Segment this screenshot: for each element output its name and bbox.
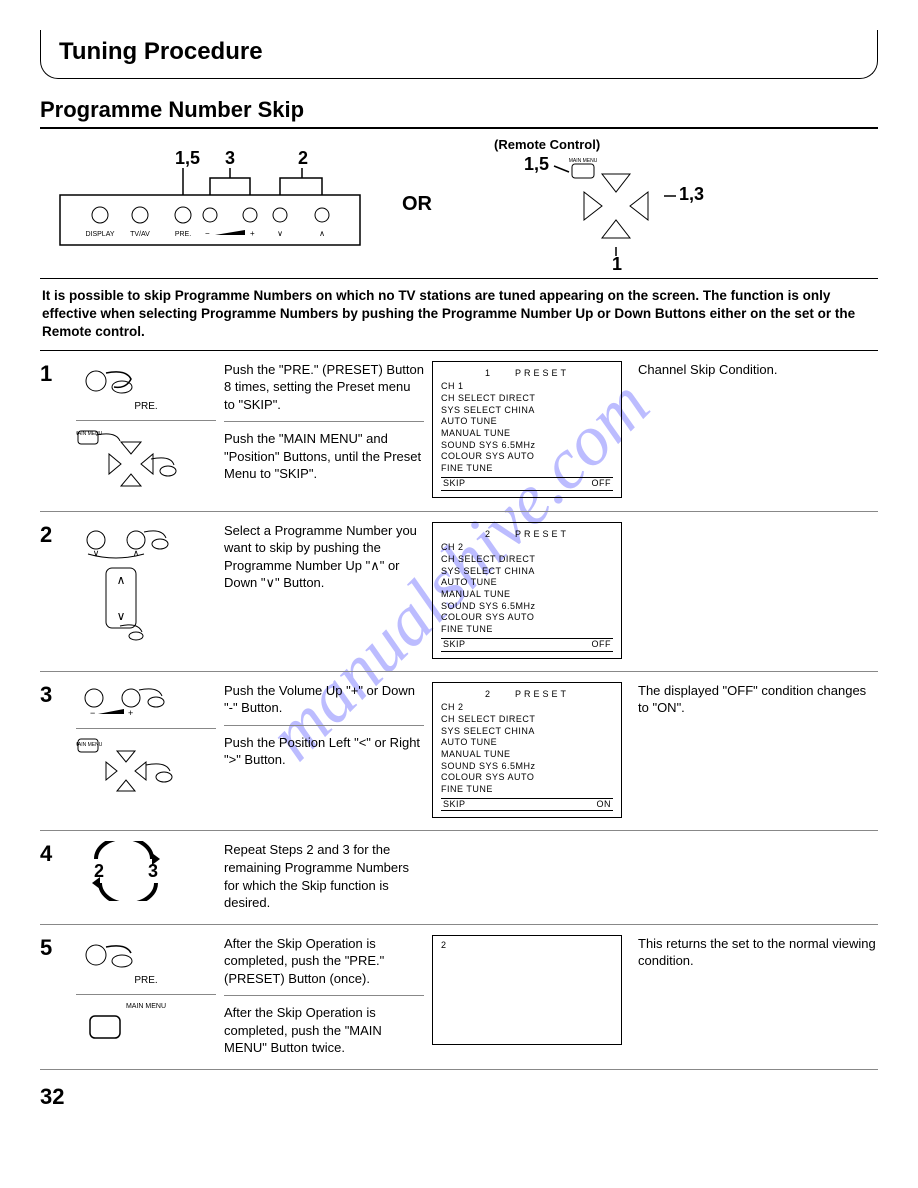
svg-text:2: 2 (94, 861, 104, 881)
osd-screen: 2 PRESET CH 2 CH SELECT DIRECT SYS SELEC… (432, 522, 622, 659)
step-number: 3 (40, 682, 68, 819)
page-title: Tuning Procedure (59, 38, 859, 66)
step-screen-col: 2 (432, 935, 622, 1057)
svg-text:MAIN MENU: MAIN MENU (76, 431, 103, 437)
cycle-icon: 2 3 (76, 841, 176, 901)
or-label: OR (402, 193, 432, 216)
remote-header: (Remote Control) (494, 137, 878, 152)
step-desc: This returns the set to the normal viewi… (630, 935, 878, 1057)
step-screen-col: 2 PRESET CH 2 CH SELECT DIRECT SYS SELEC… (432, 522, 622, 659)
icon-label-2: MAIN MENU (76, 1003, 216, 1010)
step-3: 3 − + MAIN MENU (40, 672, 878, 832)
press-button-icon (76, 361, 156, 401)
title-box: Tuning Procedure (40, 30, 878, 79)
page-content: Tuning Procedure Programme Number Skip 1… (40, 30, 878, 1110)
section-title: Programme Number Skip (40, 97, 878, 129)
svg-text:MAIN MENU: MAIN MENU (569, 158, 598, 164)
step-text: Select a Programme Number you want to sk… (224, 522, 424, 592)
icon-label: PRE. (76, 975, 216, 986)
step-text-alt: Push the Position Left "<" or Right ">" … (224, 725, 424, 769)
step-text-col: Push the Volume Up "+" or Down "-" Butto… (224, 682, 424, 819)
step-text: Push the Volume Up "+" or Down "-" Butto… (224, 682, 424, 717)
step-1: 1 PRE. MAIN MENU (40, 351, 878, 512)
svg-text:TV/AV: TV/AV (130, 231, 150, 238)
svg-text:∧: ∧ (319, 229, 325, 238)
menu-button-icon (76, 1010, 136, 1046)
svg-text:MAIN MENU: MAIN MENU (76, 742, 103, 748)
press-button-icon (76, 935, 156, 975)
blank-osd-screen: 2 (432, 935, 622, 1045)
intro-text: It is possible to skip Programme Numbers… (40, 279, 878, 351)
step-text-col: Select a Programme Number you want to sk… (224, 522, 424, 659)
step-number: 5 (40, 935, 68, 1057)
step-text-alt: After the Skip Operation is completed, p… (224, 995, 424, 1057)
step-text-col: After the Skip Operation is completed, p… (224, 935, 424, 1057)
svg-text:∧: ∧ (117, 573, 126, 587)
diagram-row: 1,5 3 2 DISPLAY TV/AV (40, 137, 878, 279)
icon-label: PRE. (76, 401, 216, 412)
step-icon-col: PRE. MAIN MENU (76, 935, 216, 1057)
svg-text:+: + (128, 708, 133, 718)
volume-buttons-icon: − + (76, 682, 186, 720)
step-text: Push the "PRE." (PRESET) Button 8 times,… (224, 361, 424, 414)
osd-screen: 1 PRESET CH 1 CH SELECT DIRECT SYS SELEC… (432, 361, 622, 498)
step-text-col: Repeat Steps 2 and 3 for the remaining P… (224, 841, 424, 911)
step-number: 1 (40, 361, 68, 499)
remote-diagram: (Remote Control) 1,5 1,3 1 MAIN MENU (454, 137, 878, 272)
step-text-alt: Push the "MAIN MENU" and "Position" Butt… (224, 421, 424, 483)
step-icon-col: − + MAIN MENU (76, 682, 216, 819)
step-screen-col: 1 PRESET CH 1 CH SELECT DIRECT SYS SELEC… (432, 361, 622, 499)
step-number: 4 (40, 841, 68, 911)
step-5: 5 PRE. MAIN MENU After the Skip Operatio… (40, 925, 878, 1070)
callout: 3 (225, 150, 235, 168)
svg-text:−: − (205, 229, 210, 238)
page-number: 32 (40, 1084, 878, 1110)
step-icon-col: ∨ ∧ ∧ ∨ (76, 522, 216, 659)
step-number: 2 (40, 522, 68, 659)
step-screen-col: 2 PRESET CH 2 CH SELECT DIRECT SYS SELEC… (432, 682, 622, 819)
svg-text:PRE.: PRE. (175, 231, 191, 238)
step-4: 4 2 3 Repeat Steps 2 and 3 for the remai… (40, 831, 878, 924)
step-text: After the Skip Operation is completed, p… (224, 935, 424, 988)
svg-text:1,5: 1,5 (524, 154, 549, 174)
svg-text:1: 1 (612, 254, 622, 272)
tv-panel-diagram: 1,5 3 2 DISPLAY TV/AV (40, 150, 380, 260)
step-text: Repeat Steps 2 and 3 for the remaining P… (224, 841, 424, 911)
step-2: 2 ∨ ∧ ∧ ∨ Select a Programme Number you … (40, 512, 878, 672)
svg-text:DISPLAY: DISPLAY (85, 231, 114, 238)
step-desc: The displayed "OFF" condition changes to… (630, 682, 878, 819)
step-icon-col: PRE. MAIN MENU (76, 361, 216, 499)
step-desc (630, 522, 878, 659)
dpad-leftright-icon: MAIN MENU (76, 737, 186, 797)
svg-text:∨: ∨ (117, 609, 126, 623)
svg-text:∨: ∨ (277, 229, 283, 238)
updown-remote-icon: ∨ ∧ ∧ ∨ (76, 522, 196, 642)
osd-screen: 2 PRESET CH 2 CH SELECT DIRECT SYS SELEC… (432, 682, 622, 819)
svg-text:3: 3 (148, 861, 158, 881)
dpad-press-icon: MAIN MENU (76, 429, 186, 499)
svg-text:−: − (90, 708, 95, 718)
callout: 1,5 (175, 150, 200, 168)
svg-text:1,3: 1,3 (679, 184, 704, 204)
svg-text:+: + (250, 229, 255, 238)
step-icon-col: 2 3 (76, 841, 216, 911)
step-text-col: Push the "PRE." (PRESET) Button 8 times,… (224, 361, 424, 499)
step-desc: Channel Skip Condition. (630, 361, 878, 499)
callout: 2 (298, 150, 308, 168)
